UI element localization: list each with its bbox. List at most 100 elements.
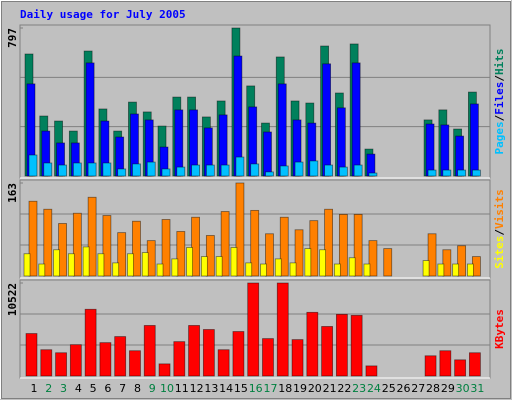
bar — [156, 263, 164, 277]
bar — [191, 216, 200, 277]
bar — [353, 164, 363, 177]
bar — [161, 168, 171, 177]
bar — [338, 166, 348, 177]
bar — [220, 164, 230, 177]
bar — [363, 263, 371, 277]
chart-title: Daily usage for July 2005 — [20, 8, 186, 21]
legend-separator: / — [493, 114, 506, 121]
legend: Pages/Files/Hits — [493, 49, 506, 155]
bar — [250, 209, 260, 277]
bar — [324, 164, 334, 177]
bar — [102, 215, 112, 277]
bar — [333, 263, 341, 277]
bar — [457, 245, 467, 277]
bar — [25, 333, 38, 377]
bar — [72, 212, 82, 277]
bar — [338, 213, 348, 277]
bar — [276, 282, 289, 377]
bar — [53, 249, 60, 277]
x-tick-label: 14 — [219, 382, 233, 395]
x-tick-label: 31 — [470, 382, 484, 395]
bar — [322, 63, 332, 177]
bar — [58, 164, 67, 177]
bar — [235, 182, 245, 277]
x-tick-label: 19 — [293, 382, 307, 395]
x-tick-label: 21 — [323, 382, 337, 395]
bar — [84, 308, 97, 377]
bar — [262, 338, 274, 377]
bar — [277, 83, 287, 177]
bar — [265, 171, 274, 177]
bar — [72, 162, 82, 177]
x-tick-label: 26 — [397, 382, 411, 395]
bar — [250, 163, 260, 177]
bar — [176, 231, 186, 277]
x-tick-label: 20 — [308, 382, 322, 395]
bar — [117, 232, 127, 277]
x-tick-label: 1 — [31, 382, 38, 395]
x-tick-label: 7 — [119, 382, 126, 395]
bar — [82, 246, 90, 277]
bar — [348, 257, 356, 277]
bar — [335, 313, 348, 377]
y-tick-label: 10522 — [6, 283, 19, 316]
x-tick-label: 5 — [90, 382, 97, 395]
x-tick-label: 24 — [367, 382, 381, 395]
bar — [23, 253, 31, 277]
legend: Sites/Visits — [493, 189, 506, 269]
bar — [132, 163, 141, 177]
bar — [424, 355, 437, 377]
bar — [442, 249, 452, 277]
legend-entry: Visits — [493, 189, 506, 229]
bar — [442, 169, 452, 177]
bar — [205, 235, 215, 277]
bar — [43, 208, 53, 277]
bar — [469, 103, 479, 177]
x-tick-label: 27 — [411, 382, 425, 395]
bar — [245, 262, 253, 277]
bar — [171, 258, 179, 277]
bar — [102, 162, 112, 177]
bar — [28, 200, 38, 277]
legend-entry: KBytes — [493, 309, 506, 349]
x-tick-label: 28 — [426, 382, 440, 395]
bar — [427, 169, 437, 177]
bar — [38, 263, 46, 277]
bar — [291, 339, 304, 377]
bar — [309, 160, 319, 177]
bar — [129, 350, 141, 377]
bar — [99, 342, 112, 377]
bar — [55, 352, 67, 377]
bar — [67, 253, 75, 277]
bar — [85, 62, 95, 177]
bar — [365, 365, 378, 377]
bar — [158, 363, 171, 377]
bar — [452, 263, 460, 277]
bar — [466, 263, 474, 277]
x-tick-label: 29 — [441, 382, 455, 395]
bar — [353, 213, 363, 277]
bar — [383, 248, 393, 277]
bar — [437, 263, 445, 277]
bar — [40, 349, 53, 377]
bar — [439, 350, 452, 377]
x-tick-label: 15 — [234, 382, 248, 395]
bar — [351, 62, 361, 177]
bar — [69, 344, 82, 377]
x-tick-label: 2 — [45, 382, 52, 395]
bar — [28, 154, 38, 177]
bar — [321, 326, 334, 377]
bar — [132, 220, 141, 277]
y-tick-label: 163 — [6, 183, 19, 203]
bar — [457, 169, 467, 177]
legend-separator: / — [493, 229, 506, 236]
bar — [306, 311, 319, 377]
bar — [127, 253, 134, 277]
legend-entry: Files — [493, 82, 506, 115]
x-tick-label: 16 — [249, 382, 263, 395]
bar — [422, 260, 430, 277]
bar — [260, 263, 267, 277]
bar — [173, 341, 186, 377]
